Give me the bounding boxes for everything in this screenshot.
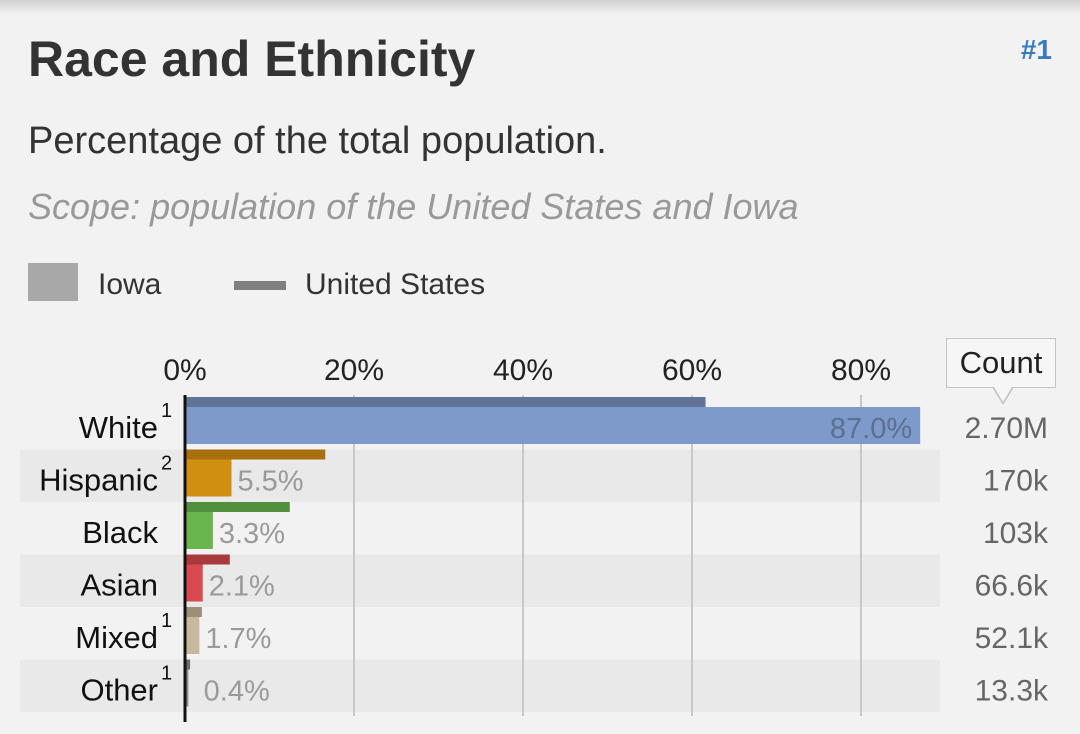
iowa-bar[interactable]: [185, 669, 189, 707]
category-label: Asian: [80, 568, 158, 603]
category-label: White: [79, 410, 158, 445]
value-label: 1.7%: [205, 623, 271, 655]
category-label: Other: [80, 673, 158, 708]
us-bar[interactable]: [185, 659, 191, 670]
footnote-marker[interactable]: 2: [161, 453, 172, 475]
iowa-bar[interactable]: [185, 459, 232, 497]
legend-us-line: [234, 281, 286, 290]
us-bar[interactable]: [185, 607, 202, 617]
category-label: Hispanic: [39, 463, 158, 498]
iowa-bar[interactable]: [185, 512, 213, 549]
count-value: 52.1k: [975, 622, 1049, 655]
x-tick-label: 40%: [493, 354, 553, 387]
us-bar[interactable]: [185, 554, 230, 565]
scope-note: Scope: population of the United States a…: [28, 186, 799, 227]
x-tick-label: 60%: [662, 354, 722, 387]
row-background: [20, 607, 940, 660]
value-label: 2.1%: [209, 571, 275, 603]
x-tick-label: 80%: [831, 354, 891, 387]
footnote-marker[interactable]: 1: [161, 400, 172, 422]
row-background: [20, 554, 940, 607]
page-title: Race and Ethnicity: [28, 31, 476, 87]
count-value: 13.3k: [975, 675, 1049, 708]
category-label: Mixed: [75, 620, 158, 655]
iowa-bar[interactable]: [185, 617, 200, 654]
count-value: 66.6k: [975, 570, 1049, 603]
chart-subtitle: Percentage of the total population.: [28, 120, 607, 162]
value-label: 5.5%: [237, 466, 303, 498]
legend-us-label: United States: [305, 268, 486, 301]
count-value: 2.70M: [965, 412, 1048, 445]
legend-iowa-swatch: [28, 263, 78, 301]
us-bar[interactable]: [185, 502, 290, 512]
us-bar[interactable]: [185, 397, 706, 407]
value-label: 87.0%: [830, 413, 912, 445]
row-background: [20, 502, 940, 555]
count-column-header[interactable]: Count: [946, 338, 1056, 388]
value-label: 0.4%: [204, 676, 270, 708]
x-tick-label: 20%: [324, 354, 384, 387]
us-bar[interactable]: [185, 449, 326, 460]
row-background: [20, 659, 940, 712]
count-value: 170k: [983, 465, 1049, 498]
top-shadow: [0, 0, 1080, 14]
row-background: [20, 449, 940, 502]
iowa-bar[interactable]: [185, 564, 203, 602]
count-header-pointer-inner: [994, 387, 1012, 402]
value-label: 3.3%: [219, 518, 285, 550]
category-label: Black: [82, 515, 158, 550]
footnote-marker[interactable]: 1: [161, 663, 172, 685]
iowa-bar[interactable]: [185, 407, 921, 444]
x-tick-label: 0%: [163, 354, 206, 387]
rank-link[interactable]: #1: [1020, 34, 1052, 65]
count-value: 103k: [983, 517, 1049, 550]
legend-iowa-label: Iowa: [98, 268, 162, 301]
footnote-marker[interactable]: 1: [161, 610, 172, 632]
